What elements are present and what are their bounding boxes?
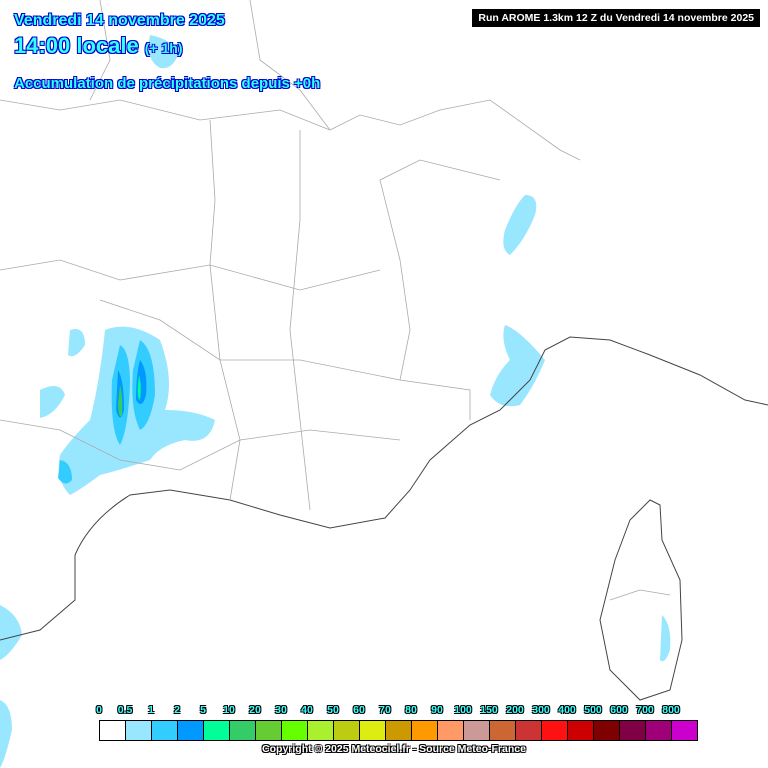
legend-label: 5 <box>200 704 206 716</box>
precip-light <box>660 615 671 662</box>
legend-label: 1 <box>148 704 154 716</box>
legend-label: 0.5 <box>117 704 133 716</box>
legend-label: 100 <box>454 704 472 716</box>
forecast-time: 14:00 locale (+ 1h) <box>14 33 182 59</box>
legend-swatch <box>516 721 542 740</box>
legend-label: 90 <box>431 704 443 716</box>
precip-light <box>68 329 85 357</box>
precip-light <box>40 386 65 418</box>
legend-label: 300 <box>532 704 550 716</box>
legend-swatch <box>672 721 697 740</box>
map-title: Accumulation de précipitations depuis +0… <box>14 75 321 92</box>
legend-swatch <box>100 721 126 740</box>
legend-swatch <box>308 721 334 740</box>
forecast-offset: (+ 1h) <box>144 40 183 56</box>
precip-moderate <box>58 460 72 484</box>
legend-label: 30 <box>275 704 287 716</box>
legend-swatch <box>490 721 516 740</box>
precip-light <box>148 35 178 69</box>
legend-swatch <box>178 721 204 740</box>
precip-light <box>0 700 12 768</box>
legend-swatch <box>620 721 646 740</box>
legend-swatch <box>204 721 230 740</box>
legend-label: 20 <box>249 704 261 716</box>
legend-swatch <box>568 721 594 740</box>
legend-label: 50 <box>327 704 339 716</box>
precip-light <box>490 325 545 407</box>
legend-swatch <box>412 721 438 740</box>
legend-swatch <box>282 721 308 740</box>
copyright: Copyright © 2025 Meteociel.fr - Source M… <box>262 743 526 755</box>
legend-label: 70 <box>379 704 391 716</box>
legend-swatch <box>386 721 412 740</box>
precip-strong <box>118 385 123 417</box>
legend-swatch <box>464 721 490 740</box>
legend-label: 800 <box>662 704 680 716</box>
legend-label: 40 <box>301 704 313 716</box>
run-label: Run AROME 1.3km 12 Z du Vendredi 14 nove… <box>472 9 760 27</box>
legend-label: 10 <box>223 704 235 716</box>
legend-label: 600 <box>610 704 628 716</box>
legend-labels: 0 0.5 1 2 5 10 20 30 40 50 60 70 80 90 100 150 200 300 400… <box>86 704 686 718</box>
admin-borders <box>0 0 671 601</box>
legend-label: 2 <box>174 704 180 716</box>
legend-label: 80 <box>405 704 417 716</box>
legend-swatch <box>230 721 256 740</box>
legend-swatch <box>542 721 568 740</box>
legend-label: 200 <box>506 704 524 716</box>
color-legend <box>99 720 698 741</box>
precip-light <box>503 195 537 255</box>
legend-label: 150 <box>480 704 498 716</box>
legend-label: 700 <box>636 704 654 716</box>
legend-label: 60 <box>353 704 365 716</box>
precip-light <box>0 605 22 660</box>
legend-swatch <box>646 721 672 740</box>
legend-swatch <box>438 721 464 740</box>
legend-label: 0 <box>96 704 102 716</box>
legend-swatch <box>594 721 620 740</box>
precipitation-areas <box>0 35 671 768</box>
legend-label: 500 <box>584 704 602 716</box>
precip-strong <box>137 375 141 400</box>
legend-swatch <box>334 721 360 740</box>
legend-label: 400 <box>558 704 576 716</box>
legend-swatch <box>126 721 152 740</box>
legend-swatch <box>152 721 178 740</box>
forecast-date: Vendredi 14 novembre 2025 <box>14 12 225 29</box>
local-time: 14:00 locale <box>14 33 139 58</box>
legend-swatch <box>256 721 282 740</box>
legend-swatch <box>360 721 386 740</box>
coastline <box>0 336 768 701</box>
